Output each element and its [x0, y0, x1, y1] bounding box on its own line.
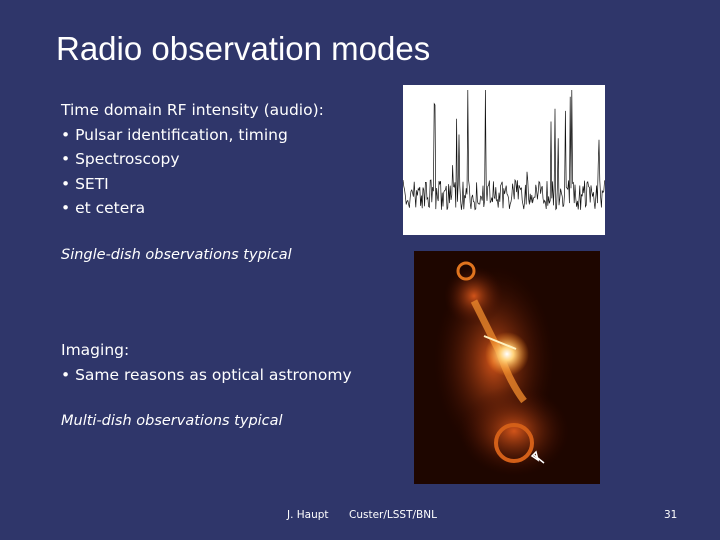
- heading: Imaging:: [61, 341, 130, 359]
- bullet: • Same reasons as optical astronomy: [61, 365, 352, 384]
- footer-affiliation: Custer/LSST/BNL: [349, 509, 437, 521]
- bullet: • Pulsar identification, timing: [61, 125, 288, 144]
- note: Multi-dish observations typical: [61, 413, 283, 429]
- note: Single-dish observations typical: [61, 247, 292, 263]
- radio-image: [414, 251, 600, 484]
- text-block: Time domain RF intensity (audio): • Puls…: [61, 98, 324, 221]
- waveform: [403, 89, 605, 211]
- text-block: Imaging: • Same reasons as optical astro…: [61, 338, 352, 387]
- bullet: • et cetera: [61, 199, 146, 217]
- bullet: • SETI: [61, 174, 109, 193]
- waveform-image: [403, 85, 605, 235]
- slide-title: Radio observation modes: [56, 30, 431, 67]
- footer-author: J. Haupt: [287, 509, 329, 521]
- heading: Time domain RF intensity (audio):: [61, 101, 324, 119]
- bullet: • Spectroscopy: [61, 150, 180, 168]
- page-number: 31: [664, 509, 678, 521]
